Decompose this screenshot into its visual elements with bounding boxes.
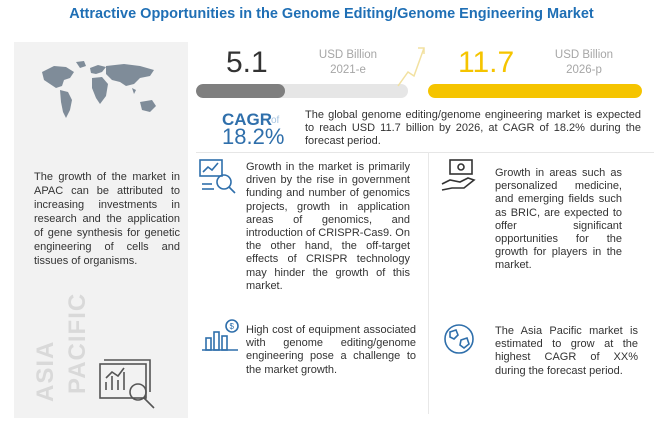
chart-magnifier-icon bbox=[99, 359, 155, 409]
region-description: The growth of the market in APAC can be … bbox=[34, 171, 180, 267]
region-panel: The growth of the market in APAC can be … bbox=[14, 42, 188, 418]
end-unit: USD Billion 2026-p bbox=[554, 49, 614, 76]
start-unit: USD Billion 2021-e bbox=[318, 49, 378, 76]
region-label-pacific: PACIFIC bbox=[64, 292, 91, 394]
svg-text:$: $ bbox=[230, 322, 235, 331]
dollar-bar-chart-icon: $ bbox=[202, 319, 239, 351]
world-map-icon bbox=[42, 61, 156, 118]
challenges-text: High cost of equipment associated with g… bbox=[246, 324, 416, 376]
start-value-bar bbox=[196, 84, 408, 98]
magnifier-chart-icon bbox=[199, 159, 236, 194]
opportunities-text: Growth in areas such as personalized med… bbox=[495, 167, 622, 272]
growth-arrow-decoration-icon bbox=[397, 47, 425, 87]
section-divider bbox=[196, 152, 654, 153]
cagr-value: 18.2% bbox=[222, 124, 285, 149]
region-label-asia: ASIA bbox=[32, 340, 59, 402]
page-title: Attractive Opportunities in the Genome E… bbox=[69, 6, 594, 22]
end-value-bar bbox=[428, 84, 642, 98]
drivers-text: Growth in the market is primarily driven… bbox=[246, 161, 410, 292]
market-summary: The global genome editing/genome enginee… bbox=[305, 109, 641, 147]
column-divider bbox=[428, 152, 429, 414]
cagr-label: CAGR bbox=[222, 110, 273, 129]
globe-icon bbox=[444, 324, 474, 354]
apac-growth-text: The Asia Pacific market is estimated to … bbox=[495, 325, 638, 377]
start-value: 5.1 bbox=[226, 46, 268, 79]
end-value: 11.7 bbox=[458, 46, 515, 79]
cagr-of: of bbox=[271, 115, 280, 126]
money-hand-icon bbox=[441, 159, 476, 191]
